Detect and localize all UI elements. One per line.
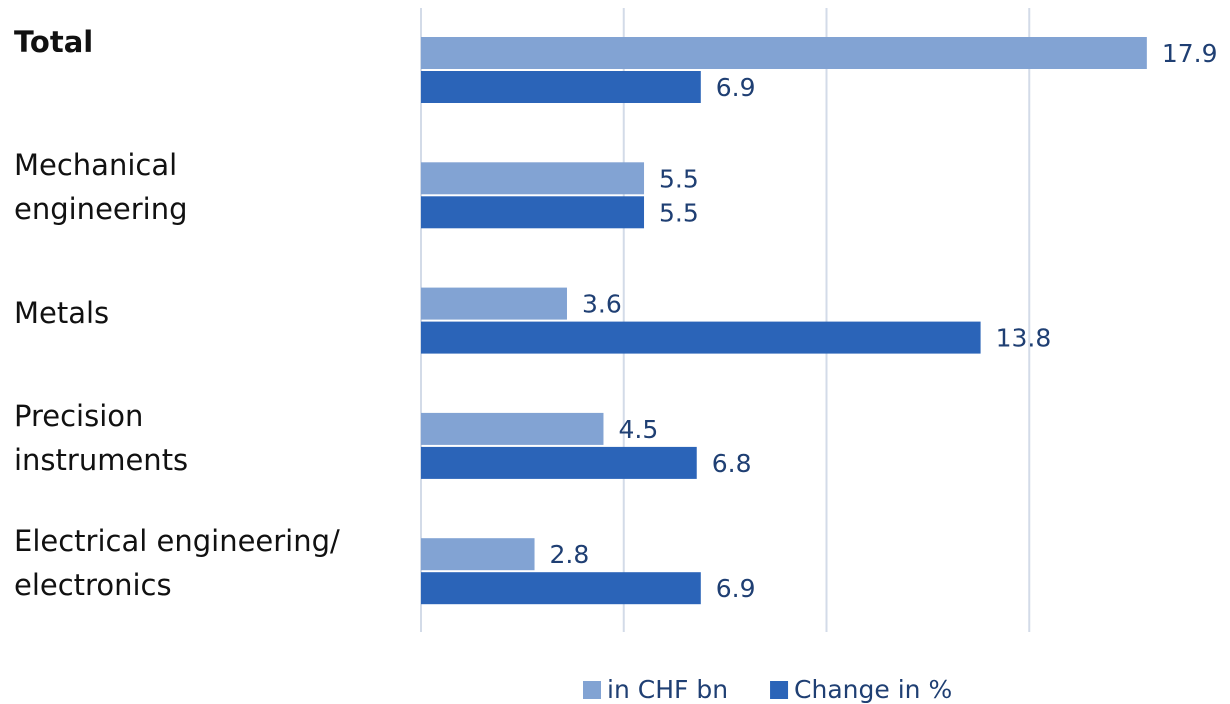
category-label: Electrical engineering/ electronics bbox=[14, 524, 340, 603]
legend-label: Change in % bbox=[794, 675, 952, 704]
value-label: 2.8 bbox=[550, 540, 590, 569]
bar bbox=[421, 412, 604, 445]
category-label: Precision instruments bbox=[14, 398, 189, 477]
category-label: Total bbox=[14, 25, 94, 59]
value-label: 6.8 bbox=[712, 449, 752, 478]
bar bbox=[421, 538, 535, 571]
bar bbox=[421, 71, 701, 103]
value-label: 5.5 bbox=[659, 198, 699, 227]
value-label: 13.8 bbox=[996, 324, 1052, 353]
bar bbox=[421, 572, 701, 605]
category-label: Mechanical engineering bbox=[14, 148, 188, 227]
value-label: 17.9 bbox=[1162, 39, 1218, 68]
legend-label: in CHF bn bbox=[607, 675, 728, 704]
bar bbox=[421, 287, 567, 320]
bar bbox=[421, 196, 645, 229]
bar bbox=[421, 37, 1147, 69]
legend-swatch bbox=[583, 681, 601, 699]
value-label: 6.9 bbox=[716, 73, 756, 102]
category-label: Metals bbox=[14, 295, 110, 330]
value-label: 5.5 bbox=[659, 164, 699, 193]
bar bbox=[421, 446, 697, 479]
bar bbox=[421, 162, 645, 195]
bar bbox=[421, 321, 981, 354]
legend-swatch bbox=[770, 681, 789, 699]
value-label: 6.9 bbox=[716, 574, 756, 603]
value-label: 4.5 bbox=[618, 415, 658, 444]
value-label: 3.6 bbox=[582, 290, 622, 319]
